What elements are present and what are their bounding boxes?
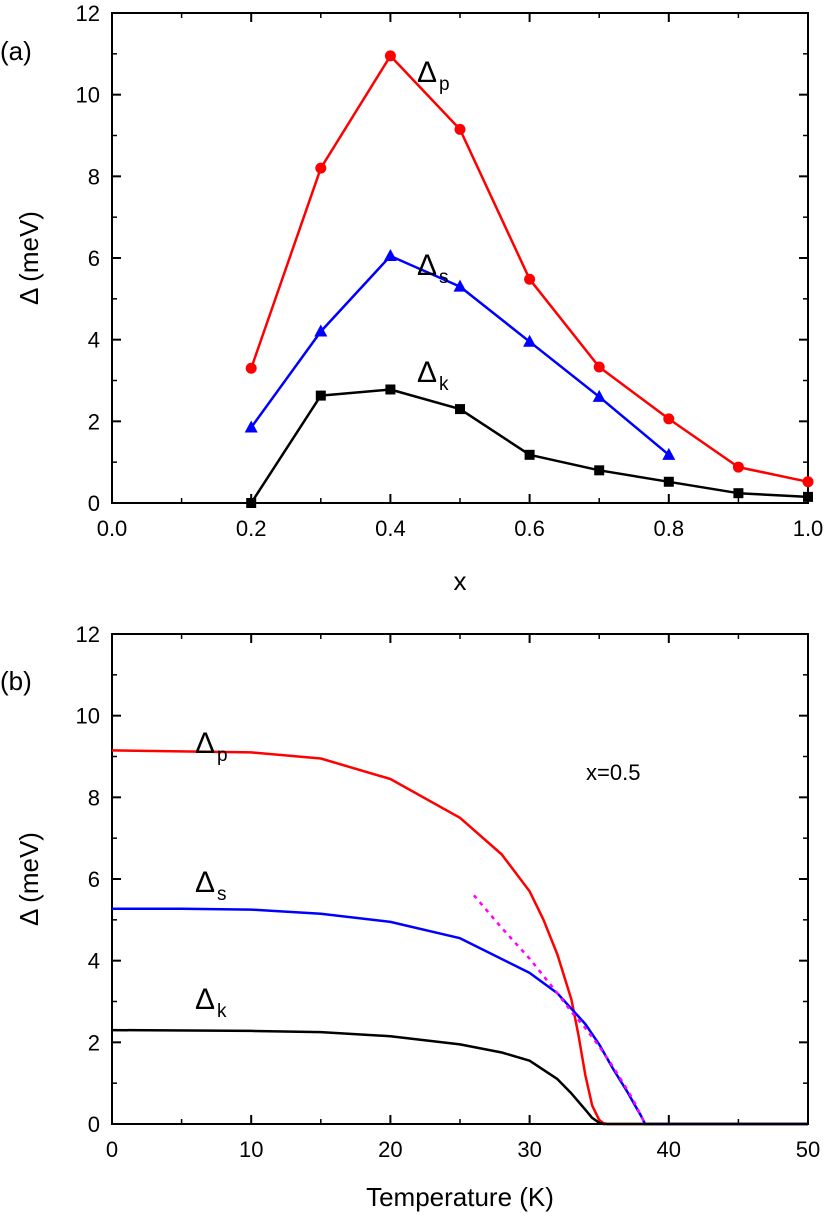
data-point bbox=[314, 324, 328, 337]
y-tick-label: 0 bbox=[88, 1112, 100, 1137]
series-label-main: Δ bbox=[195, 866, 215, 899]
panel-label: (b) bbox=[0, 666, 32, 696]
x-tick-label: 30 bbox=[517, 1137, 541, 1162]
y-tick-label: 0 bbox=[88, 491, 100, 516]
chart-panel-1: 0.0 0.2 0.4 0.6 0.8 1.0 0 2 4 6 8 10 12 x Δ (meV) (a) Δ p… bbox=[0, 1, 823, 596]
series-label-main: Δ bbox=[417, 356, 437, 389]
data-point bbox=[385, 384, 396, 395]
series-label-sub: k bbox=[439, 374, 449, 395]
data-point bbox=[246, 498, 257, 508]
series-label-sub: s bbox=[439, 267, 449, 288]
y-tick-label: 10 bbox=[76, 704, 100, 729]
series-label-sub: s bbox=[217, 884, 227, 905]
y-tick-label: 4 bbox=[88, 328, 100, 353]
data-point bbox=[594, 465, 605, 476]
x-tick-label: 0.0 bbox=[97, 516, 128, 541]
y-tick-label: 6 bbox=[88, 867, 100, 892]
series-line bbox=[250, 54, 809, 484]
series-line bbox=[250, 388, 809, 504]
data-point bbox=[802, 476, 814, 488]
series-label-sub: k bbox=[217, 1001, 227, 1022]
y-tick-label: 8 bbox=[88, 164, 100, 189]
series-label-main: Δ bbox=[417, 56, 437, 89]
x-tick-label: 10 bbox=[239, 1137, 263, 1162]
data-point bbox=[663, 413, 675, 425]
y-tick-label: 8 bbox=[88, 785, 100, 810]
series-line bbox=[111, 749, 808, 1126]
data-point bbox=[454, 123, 466, 135]
data-point bbox=[733, 488, 744, 499]
data-point bbox=[523, 334, 537, 347]
x-tick-label: 0.2 bbox=[236, 516, 267, 541]
y-tick-label: 6 bbox=[88, 246, 100, 271]
x-axis-title: x bbox=[454, 566, 467, 596]
data-point bbox=[455, 404, 465, 415]
y-tick-label: 12 bbox=[76, 1, 100, 26]
x-tick-label: 50 bbox=[796, 1137, 820, 1162]
data-point bbox=[453, 279, 467, 292]
data-point bbox=[803, 491, 813, 502]
data-point bbox=[732, 461, 744, 473]
data-point bbox=[663, 476, 674, 487]
data-point bbox=[524, 449, 535, 460]
plot-frame bbox=[111, 633, 809, 1125]
y-tick-label: 12 bbox=[76, 622, 100, 647]
data-point bbox=[315, 162, 327, 174]
series-label-main: Δ bbox=[417, 249, 437, 282]
y-tick-label: 10 bbox=[76, 83, 100, 108]
data-point bbox=[245, 362, 257, 374]
data-point bbox=[662, 447, 676, 460]
x-tick-label: 1.0 bbox=[793, 516, 824, 541]
y-tick-label: 2 bbox=[88, 1030, 100, 1055]
series-line bbox=[111, 1028, 808, 1126]
x-tick-label: 0 bbox=[106, 1137, 118, 1162]
data-point bbox=[383, 248, 397, 261]
series-line bbox=[472, 894, 647, 1125]
y-axis-title: Δ (meV) bbox=[14, 832, 44, 926]
data-point bbox=[524, 273, 536, 285]
series-label-main: Δ bbox=[195, 727, 215, 760]
data-point bbox=[384, 50, 396, 62]
y-tick-label: 4 bbox=[88, 949, 100, 974]
x-axis-title: Temperature (K) bbox=[366, 1182, 554, 1212]
y-axis-title: Δ (meV) bbox=[14, 211, 44, 305]
x-tick-label: 0.4 bbox=[375, 516, 406, 541]
x-tick-label: 0.8 bbox=[654, 516, 685, 541]
data-point bbox=[315, 390, 326, 401]
series-label-sub: p bbox=[439, 74, 450, 95]
x-tick-label: 20 bbox=[378, 1137, 402, 1162]
panel-label: (a) bbox=[0, 36, 32, 66]
plot-frame bbox=[111, 12, 809, 504]
series-label-main: Δ bbox=[195, 983, 215, 1016]
data-point bbox=[593, 361, 605, 373]
annotation-text: x=0.5 bbox=[586, 760, 640, 785]
x-tick-label: 40 bbox=[657, 1137, 681, 1162]
data-point bbox=[244, 420, 258, 433]
series-label-sub: p bbox=[217, 745, 228, 766]
chart-panel-2: 0 10 20 30 40 50 0 2 4 6 8 10 12 Temperature (K) Δ (me… bbox=[0, 622, 820, 1212]
series-fit bbox=[472, 894, 647, 1125]
y-tick-label: 2 bbox=[88, 409, 100, 434]
x-tick-label: 0.6 bbox=[514, 516, 545, 541]
data-point bbox=[592, 389, 606, 402]
